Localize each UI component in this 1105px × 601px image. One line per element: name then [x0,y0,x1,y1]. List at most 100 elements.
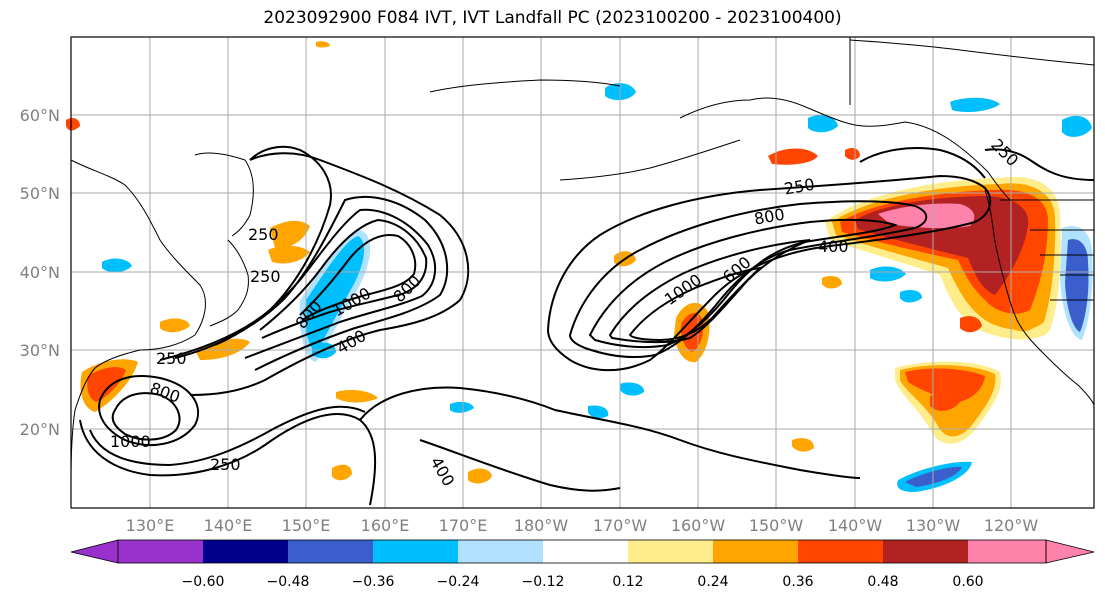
contour-label: 250 [210,455,241,474]
contour-label: 1000 [110,432,151,451]
colorbar-tick-label: −0.36 [352,574,395,590]
kamchatka-coast [194,152,254,237]
colorbar-swatch [798,540,883,563]
shading-small-blob [845,148,860,160]
contour-600-west [214,208,437,359]
lat-axis: 60°N 50°N 40°N 30°N 20°N [20,106,60,439]
shading-small-blob [66,118,80,131]
shading-small-blob [102,258,132,273]
shading-small-blob [808,115,838,133]
contour-label: 400 [818,237,849,256]
asia-coast [70,159,206,481]
lat-label: 50°N [20,184,60,203]
colorbar-low-extend [70,539,119,564]
nw-coast [984,189,1095,406]
colorbar-swatch [713,540,798,563]
colorbar-ticks: −0.60 −0.48 −0.36 −0.24 −0.12 0.12 0.24 … [182,574,984,590]
lon-label: 180°W [514,516,569,535]
contour-1000-east [628,266,763,342]
lon-label: 140°W [828,516,883,535]
contour-400-west [174,196,449,371]
shading-small-blob [468,468,492,484]
lon-label: 150°W [749,516,804,535]
contour-label: 250 [248,225,279,244]
colorbar: −0.60 −0.48 −0.36 −0.24 −0.12 0.12 0.24 … [70,539,1095,590]
contour-1000-tc [111,392,181,441]
shading-small-blob [930,394,960,411]
lon-label: 160°W [671,516,726,535]
map-panel: 250 250 800 1000 800 400 250 800 1000 25… [66,36,1095,509]
colorbar-high-extend [1045,539,1095,564]
colorbar-tick-label: −0.48 [267,574,310,590]
bering-coast [429,79,621,93]
contour-800-east [608,239,811,344]
shading-small-blob [822,276,842,289]
contour-250-nw [984,148,1095,181]
arctic-coast [849,39,1095,66]
shading-small-blob [900,290,922,303]
contour-250-subtrop [359,386,861,479]
map-gridlines [71,37,1094,508]
shading-small-blob [620,382,645,396]
colorbar-swatch [458,540,543,563]
contour-400-subtrop [419,439,621,492]
shading-small-blob [450,401,474,413]
colorbar-tick-label: 0.48 [867,574,898,590]
shading-gulf-alaska [768,148,818,165]
contour-250-east [546,174,992,372]
colorbar-tick-label: 0.12 [612,574,643,590]
shading-east-china-yellow [195,338,250,360]
shading-taiwan-red [87,367,126,402]
colorbar-swatch [373,540,458,563]
shading-small-blob [160,318,190,333]
colorbar-swatch [883,540,968,563]
contour-1000-west [299,234,417,321]
colorbar-tick-label: −0.24 [437,574,480,590]
lon-label: 170°W [593,516,648,535]
lat-label: 20°N [20,420,60,439]
colorbar-swatch [628,540,713,563]
lat-label: 40°N [20,263,60,282]
map-frame [70,36,1095,509]
shading-small-blob [336,390,378,403]
shading-subtrop-red [905,368,985,402]
contour-800-tc [98,375,200,446]
shading-small-blob [1062,115,1092,137]
contour-label: 250 [250,267,281,286]
lon-label: 130°W [906,516,961,535]
colorbar-swatch [118,540,203,563]
lon-label: 170°E [439,516,488,535]
ivt-contours [79,145,1095,506]
contour-250-west [159,145,470,396]
lon-label: 160°E [361,516,410,535]
contour-800-west [259,218,428,339]
contour-gulf-alaska [859,147,986,179]
lon-label: 150°E [282,516,331,535]
colorbar-swatch [203,540,288,563]
shading-small-blob [950,97,1000,112]
lon-axis: 130°E 140°E 150°E 160°E 170°E 180°W 170°… [126,516,1039,535]
alaska-coast [679,97,1011,201]
shading-wpac-blue [305,236,365,352]
colorbar-tick-label: 0.36 [782,574,813,590]
lat-label: 60°N [20,106,60,125]
aleutians [559,139,741,181]
colorbar-swatch [288,540,373,563]
colorbar-tick-label: −0.60 [182,574,225,590]
map-title: 2023092900 F084 IVT, IVT Landfall PC (20… [263,8,842,28]
colorbar-swatch [968,540,1046,563]
contour-400-tc [89,405,366,467]
lon-label: 120°W [984,516,1039,535]
shading-small-blob [960,316,982,333]
shading-small-blob [870,266,906,282]
japan-coast [209,239,249,327]
shading-japan-orange [268,220,310,264]
shading-small-blob [792,438,814,452]
contour-label: 250 [156,349,187,368]
contour-250-tc [79,413,377,506]
colorbar-swatch [543,540,628,563]
contour-600-east [588,218,898,349]
colorbar-frame [117,539,1047,564]
colorbar-tick-label: −0.12 [522,574,565,590]
